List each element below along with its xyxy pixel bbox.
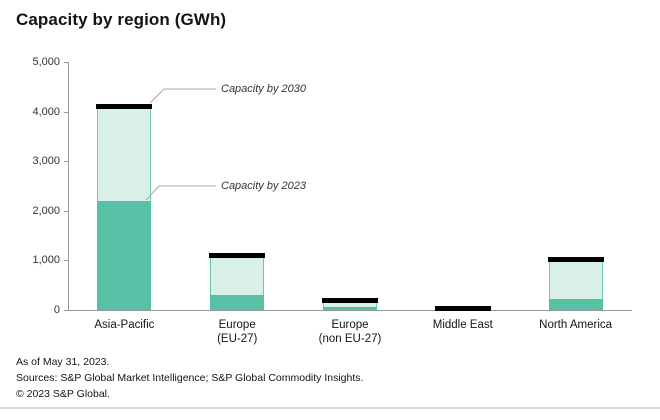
- x-category-label-middle-east: Middle East: [432, 319, 493, 331]
- y-tick-mark: [64, 62, 68, 63]
- x-axis-line: [68, 310, 632, 311]
- y-tick-label: 2,000: [32, 204, 60, 217]
- marker-capacity-2030-middle-east: [434, 306, 491, 312]
- marker-capacity-2030-north-america: [547, 257, 604, 263]
- marker-capacity-2030-europe: [209, 252, 266, 258]
- y-tick-label: 3,000: [32, 155, 60, 168]
- annotation-capacity-2023: Capacity by 2023: [221, 180, 306, 192]
- x-category-label-europe: Europe (EU-27): [217, 319, 258, 345]
- y-tick-mark: [64, 210, 68, 212]
- annotation-capacity-2030: Capacity by 2030: [221, 83, 306, 95]
- y-axis-line: [68, 62, 69, 310]
- y-tick-label: 0: [53, 304, 60, 316]
- x-category-label-north-america: North America: [539, 319, 613, 331]
- marker-capacity-2030-europe: [322, 297, 378, 303]
- y-tick-mark: [64, 111, 68, 113]
- marker-capacity-2030-asia-pacific: [96, 104, 153, 110]
- x-category-label-asia-pacific: Asia-Pacific: [94, 319, 155, 331]
- chart-footer: As of May 31, 2023. Sources: S&P Global …: [16, 356, 363, 404]
- y-tick-mark: [64, 260, 68, 262]
- chart-title: Capacity by region (GWh): [16, 10, 227, 29]
- y-tick-mark: [64, 161, 68, 163]
- footer-sources: Sources: S&P Global Market Intelligence;…: [16, 372, 364, 384]
- y-tick-label: 5,000: [32, 56, 60, 68]
- y-tick-mark: [64, 310, 68, 311]
- bar-capacity-2023-europe: [323, 307, 377, 310]
- footer-as-of-date: As of May 31, 2023.: [16, 356, 110, 368]
- bar-capacity-2023-asia-pacific: [97, 200, 152, 310]
- x-category-label-europe: Europe (non EU-27): [318, 319, 382, 345]
- y-tick-label: 4,000: [32, 105, 60, 118]
- bar-capacity-2023-north-america: [548, 298, 603, 310]
- y-tick-label: 1,000: [32, 254, 60, 267]
- footer-copyright: © 2023 S&P Global.: [16, 388, 110, 400]
- bar-capacity-2023-europe: [210, 295, 265, 310]
- bottom-divider: [0, 407, 660, 409]
